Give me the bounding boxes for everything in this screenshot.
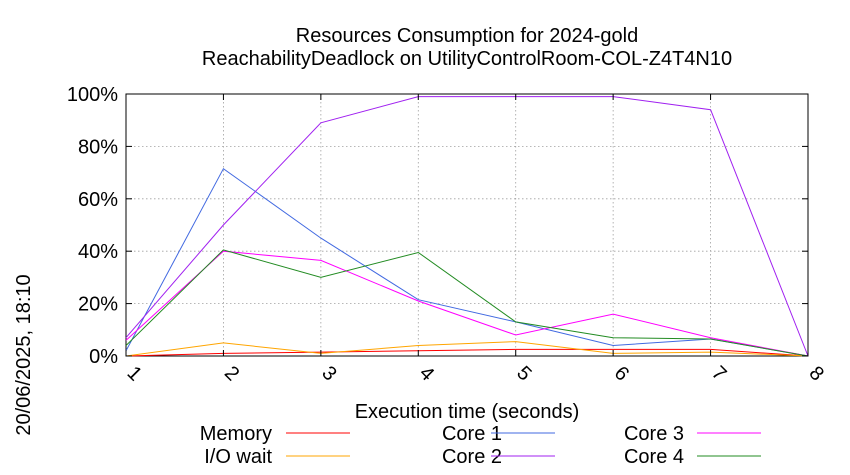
legend-label-core-1: Core 1 [442,423,502,445]
legend-label-core-4: Core 4 [624,446,684,468]
y-tick-label: 60% [78,189,118,211]
legend-label-i-o-wait: I/O wait [204,446,272,468]
plot-frame [125,93,809,357]
y-tick-label: 80% [78,136,118,158]
legend-label-memory: Memory [200,423,272,445]
x-axis-label: Execution time (seconds) [355,401,580,423]
chart-subtitle: ReachabilityDeadlock on UtilityControlRo… [202,48,732,70]
x-tick-label: 3 [317,362,340,385]
x-tick-label: 8 [805,362,828,385]
y-axis-ticks: 0% 20% 40% 60% 80% 100% [67,84,808,368]
series-line-core-3 [125,250,809,357]
x-tick-label: 2 [220,362,243,385]
grid [125,93,809,357]
y-tick-label: 0% [89,346,118,368]
x-tick-label: 4 [415,362,438,385]
timestamp-label: 20/06/2025, 18:10 [13,274,35,435]
x-tick-label: 7 [707,362,730,385]
series-line-core-2 [125,96,809,357]
series-line-core-4 [125,249,809,357]
series-line-core-1 [125,167,809,357]
x-tick-label: 1 [123,362,146,385]
y-tick-label: 100% [67,84,118,106]
legend-label-core-3: Core 3 [624,423,684,445]
chart-title: Resources Consumption for 2024-gold [296,25,638,47]
x-tick-label: 6 [610,362,633,385]
series-line-memory [125,348,809,357]
series-lines [125,96,809,357]
y-tick-label: 20% [78,294,118,316]
series-line-i-o-wait [125,341,809,357]
x-tick-label: 5 [512,362,535,385]
y-tick-label: 40% [78,241,118,263]
legend-label-core-2: Core 2 [442,446,502,468]
